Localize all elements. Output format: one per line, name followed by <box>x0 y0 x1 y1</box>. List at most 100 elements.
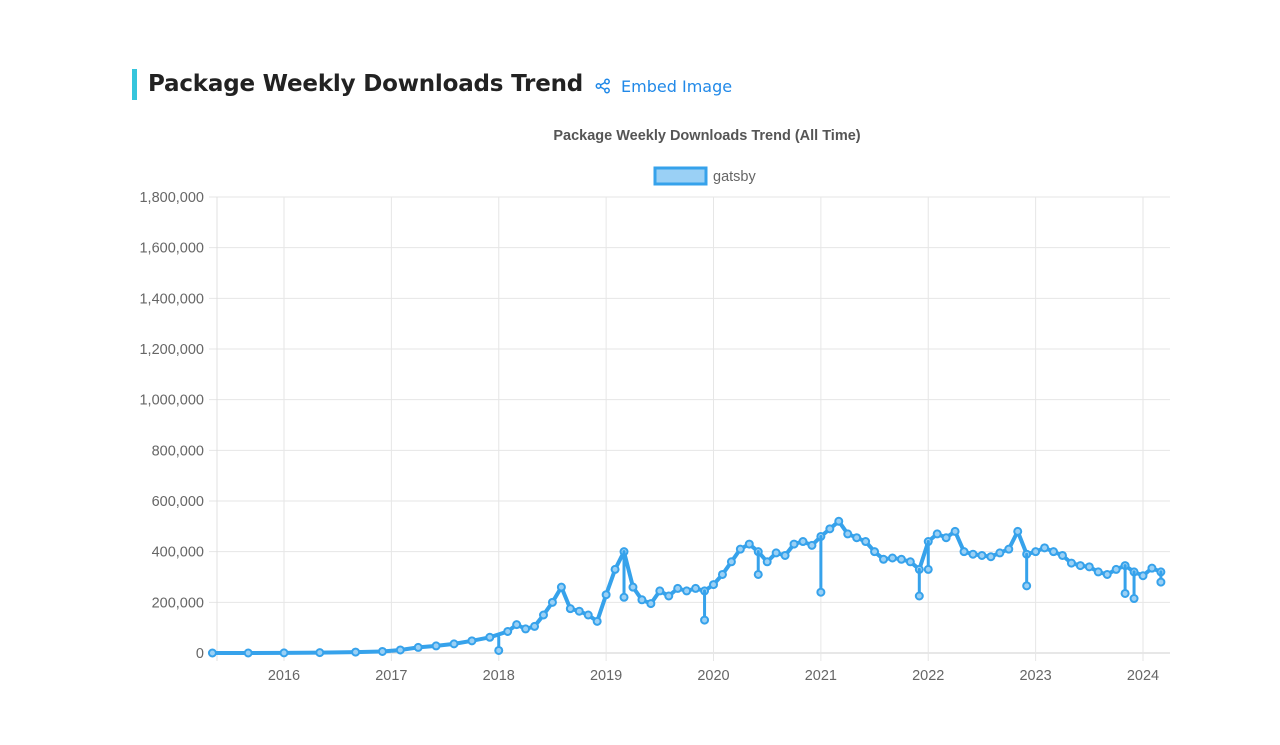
data-point <box>512 620 522 630</box>
data-point <box>431 641 441 651</box>
embed-image-link[interactable]: Embed Image <box>595 77 732 96</box>
x-tick-label: 2021 <box>805 668 837 684</box>
chart-legend[interactable]: gatsby <box>653 166 756 186</box>
data-point <box>413 642 423 652</box>
data-point <box>243 648 253 658</box>
data-point <box>709 580 718 590</box>
data-point <box>538 610 548 620</box>
data-point <box>905 557 915 567</box>
data-point <box>744 539 754 549</box>
data-point <box>503 626 513 636</box>
data-point <box>1102 569 1112 579</box>
data-point <box>315 648 325 658</box>
data-point <box>601 590 611 600</box>
dip-point <box>1156 577 1166 587</box>
y-tick-label: 800,000 <box>152 443 204 459</box>
data-point <box>673 583 683 593</box>
dip-point <box>1022 581 1032 591</box>
x-tick-label: 2017 <box>375 668 407 684</box>
data-point <box>1075 561 1085 571</box>
data-point <box>726 557 736 567</box>
data-point <box>941 533 951 543</box>
dip-point <box>753 569 763 579</box>
y-tick-label: 1,600,000 <box>139 241 204 257</box>
x-tick-label: 2024 <box>1127 668 1159 684</box>
y-tick-label: 400,000 <box>152 545 204 561</box>
data-point <box>682 586 692 596</box>
dip-point <box>816 587 826 597</box>
y-tick-label: 200,000 <box>152 595 204 611</box>
data-point <box>449 639 459 649</box>
data-point <box>377 646 387 656</box>
data-point <box>825 524 835 534</box>
data-point <box>691 583 701 593</box>
data-point <box>843 529 853 539</box>
data-point <box>1084 562 1094 572</box>
section-accent-bar <box>132 68 137 100</box>
data-point <box>807 540 817 550</box>
data-point <box>521 624 531 634</box>
dip-point <box>923 564 933 574</box>
legend-swatch-gatsby <box>653 166 708 186</box>
data-point <box>530 621 540 631</box>
data-point <box>995 548 1005 558</box>
x-tick-label: 2018 <box>483 668 515 684</box>
x-axis: 2016 2017 2018 2019 2020 2021 2022 2023 2024 <box>268 668 1159 684</box>
y-tick-label: 1,000,000 <box>139 393 204 409</box>
share-icon <box>595 78 610 94</box>
data-point <box>628 582 638 592</box>
data-point <box>646 599 656 609</box>
data-point <box>583 610 593 620</box>
data-point <box>1057 550 1067 560</box>
data-point <box>556 582 566 592</box>
data-point <box>485 632 495 642</box>
data-point <box>887 553 897 563</box>
data-point <box>861 537 871 547</box>
data-point <box>896 554 906 564</box>
data-point <box>870 547 880 557</box>
embed-image-label: Embed Image <box>621 76 733 96</box>
data-point <box>798 537 808 547</box>
x-tick-label: 2020 <box>697 668 729 684</box>
series-gatsby <box>207 516 1166 658</box>
data-point <box>789 539 799 549</box>
data-point <box>592 616 602 626</box>
data-point <box>1111 564 1121 574</box>
data-point <box>1040 543 1050 553</box>
dip-point <box>700 615 710 625</box>
section-title: Package Weekly Downloads Trend <box>148 71 584 97</box>
dip-point <box>1120 588 1130 598</box>
data-point <box>879 554 889 564</box>
x-tick-label: 2019 <box>590 668 622 684</box>
data-point <box>610 564 620 574</box>
y-tick-label: 1,800,000 <box>139 190 204 206</box>
y-tick-label: 1,200,000 <box>139 342 204 358</box>
data-point <box>547 597 557 607</box>
dip-point <box>1129 594 1139 604</box>
section-header: Package Weekly Downloads Trend Embed Ima… <box>132 68 732 100</box>
data-point <box>279 648 289 658</box>
data-point <box>834 516 844 526</box>
chart-title: Package Weekly Downloads Trend (All Time… <box>553 128 860 144</box>
data-point <box>1066 558 1076 568</box>
data-point <box>986 552 996 562</box>
data-point <box>771 548 781 558</box>
data-point <box>762 557 772 567</box>
y-tick-label: 1,400,000 <box>139 291 204 307</box>
data-point <box>1147 563 1157 573</box>
y-axis: 0 200,000 400,000 600,000 800,000 1,000,000 1,… <box>139 190 204 662</box>
data-point <box>780 550 790 560</box>
data-point <box>735 544 745 554</box>
data-point <box>467 636 477 646</box>
data-point <box>977 550 987 560</box>
dip-point <box>619 592 629 602</box>
data-point <box>395 645 405 655</box>
data-point <box>950 526 960 536</box>
data-point <box>1093 567 1103 577</box>
dip-point <box>494 645 504 655</box>
data-point <box>1049 547 1059 557</box>
x-tick-label: 2016 <box>268 668 300 684</box>
dip-point <box>914 591 924 601</box>
data-point <box>932 529 942 539</box>
